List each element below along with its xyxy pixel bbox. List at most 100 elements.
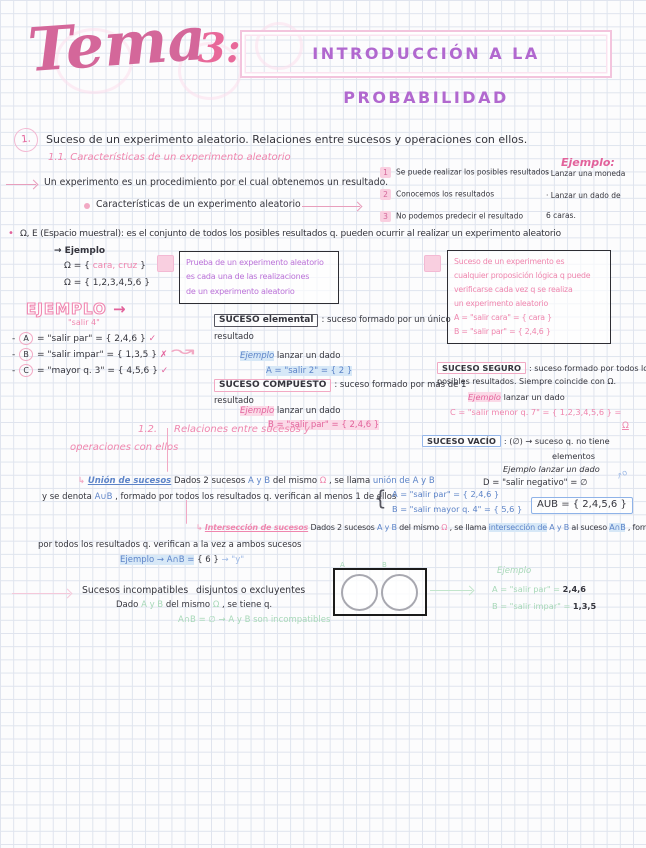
text: , formado [627, 523, 646, 532]
suceso-vacio-def: SUCESO VACÍO: (∅) → suceso q. no tiene [422, 435, 610, 448]
annotation: → "y" [221, 555, 245, 565]
union-example-a: A = "salir par" = { 2,4,6 } [392, 489, 500, 499]
equation: A = "salir 2" = { 2 } [266, 366, 353, 376]
list-item-example: · Lanzar una moneda [546, 169, 626, 178]
list-number-badge: 3 [380, 211, 391, 222]
cross-icon: ✗ [159, 350, 168, 360]
venn-label-b: B [382, 561, 387, 569]
suceso-compuesto-def: SUCESO COMPUESTO: suceso formado por más… [214, 379, 466, 393]
text: del mismo [399, 523, 439, 532]
suceso-vacio-def2: elementos [552, 451, 596, 461]
suceso-line: verificarse cada vez q se realiza [454, 285, 573, 295]
text: , se llama [449, 523, 487, 532]
omega-pre: Ω = { [64, 261, 90, 271]
union-result-box: AUB = { 2,4,5,6 } [531, 497, 633, 514]
suceso-example-b: B = "salir par" = { 2,4,6 } [454, 327, 551, 337]
inter-line2: por todos los resultados q. verifican a … [38, 540, 302, 550]
union-line1: ↳ Unión de sucesos Dados 2 sucesos A y B… [78, 476, 435, 487]
ejemplo-heading-text: EJEMPLO [25, 299, 107, 318]
suceso-elemental-example: Ejemplo lanzar un dado [240, 351, 340, 362]
ejemplo-green-label: Ejemplo [497, 566, 532, 576]
characteristics-line: Características de un experimento aleato… [96, 199, 301, 210]
event-item-b: - B = "salir impar" = { 1,3,5 } ✗ [12, 348, 167, 361]
inter-example: Ejemplo → A∩B = { 6 } → "y" [120, 555, 244, 566]
suceso-vacio-example: Ejemplo lanzar un dado [503, 464, 600, 474]
suceso-elemental-eq: A = "salir 2" = { 2 } [266, 366, 353, 377]
list-item: 1 Se puede realizar los posibles resultad… [380, 167, 549, 178]
text-ab: A y B [549, 523, 570, 532]
section-title: Suceso de un experimento aleatorio. Rela… [46, 133, 528, 146]
suceso-compuesto-eq: B = "salir par" = { 2,4,6 } [268, 420, 380, 431]
text: del mismo [165, 600, 211, 610]
text: Dados 2 sucesos [310, 523, 375, 532]
def-text: : (∅) → suceso q. no tiene [503, 436, 610, 446]
ejemplo-rest: lanzar un dado [503, 392, 565, 402]
ejemplo-highlight: Ejemplo [240, 351, 275, 361]
suceso-seguro-def: SUCESO SEGURO: suceso formado por todos … [437, 362, 646, 375]
text-anb: A∩B [609, 523, 626, 532]
omega-post: } [140, 261, 146, 271]
circled-letter: B [19, 348, 34, 361]
suceso-compuesto-example: Ejemplo lanzar un dado [240, 406, 340, 417]
ejemplo-rest: lanzar un dado [276, 351, 341, 361]
venn-circle-b [381, 574, 418, 611]
text: Dados 2 sucesos [173, 476, 246, 486]
list-item-example: · Lanzar un dado de [546, 191, 621, 200]
union-label: Unión de sucesos [87, 476, 172, 486]
union-line2: y se denota A∪B , formado por todos los … [42, 492, 396, 503]
suceso-vacio-label: SUCESO VACÍO [422, 435, 501, 448]
page-title: INTRODUCCIÓN A LA PROBABILIDAD [312, 44, 540, 107]
ejemplo-highlight: Ejemplo [240, 406, 275, 416]
suceso-line: un experimento aleatorio [454, 299, 549, 309]
incompatibles-green-line: A∩B = ∅ → A y B son incompatibles [178, 615, 331, 625]
text-union: unión de [372, 476, 410, 486]
event-text: = "mayor q. 3" = { 4,5,6 } [37, 366, 158, 376]
suceso-example-a: A = "salir cara" = { cara } [454, 313, 552, 323]
title-doodle-icon [55, 28, 133, 94]
pink-long-arrow-icon [302, 206, 360, 207]
text: Dado [116, 600, 139, 610]
green-example-a: A = "salir par" = 2,4,6 [492, 584, 586, 594]
list-item: 2 Conocemos los resultados [380, 189, 494, 200]
text-ab: A y B [412, 476, 435, 486]
text: al suceso [571, 523, 607, 532]
bullet-icon [84, 203, 90, 209]
squiggle-arrow-icon: ↝ [170, 341, 195, 360]
text-ab: A y B [248, 476, 271, 486]
ejemplo-highlight: Ejemplo → A∩B = [120, 555, 195, 565]
page-title-script: Tema [25, 3, 209, 87]
venn-diagram [333, 568, 427, 616]
incompatibles-subtitle: disjuntos o excluyentes [196, 585, 306, 596]
text: , se tiene q. [222, 600, 273, 610]
suceso-line: Suceso de un experimento es [454, 257, 565, 266]
text-ab: A y B [376, 523, 397, 532]
ejemplo-rest: lanzar un dado [276, 406, 341, 416]
dash: - [12, 366, 16, 376]
suceso-seguro-def2: posibles resultados. Siempre coincide co… [437, 377, 617, 386]
subsection-1-2-number: 1.2. [138, 424, 158, 435]
subsection-1-1-title: 1.1. Características de un experimento a… [48, 152, 291, 163]
suceso-seguro-example: Ejemplo lanzar un dado [468, 392, 565, 402]
text: y se denota [42, 492, 92, 502]
suceso-vacio-eq: D = "salir negativo" = ∅ [483, 478, 588, 488]
event-item-a: - A = "salir par" = { 2,4,6 } ✓ [12, 332, 156, 345]
suceso-definition-box: Suceso de un experimento es cualquier pr… [447, 250, 611, 345]
equation: B = "salir par" = { 2,4,6 } [268, 420, 380, 430]
suceso-seguro-omega: Ω [622, 421, 629, 431]
dash: - [12, 350, 16, 360]
title-doodle-icon [255, 22, 303, 70]
list-item: 3 No podemos predecir el resultado [380, 211, 523, 222]
brace-icon: { [374, 486, 387, 510]
suceso-elemental-def: SUCESO elemental: suceso formado por un … [214, 314, 451, 328]
suceso-seguro-label: SUCESO SEGURO [437, 362, 527, 375]
venn-label-a: A [340, 561, 345, 569]
omega-die: Ω = { 1,2,3,4,5,6 } [64, 278, 150, 288]
circled-letter: A [19, 332, 34, 345]
list-item-text: No podemos predecir el resultado [396, 211, 524, 221]
ejemplo-label: Ejemplo: [561, 156, 615, 169]
value-ink: 1,3,5 [572, 601, 597, 611]
list-number-badge: 2 [380, 189, 391, 200]
sample-space-definition: Ω, E (Espacio muestral): es el conjunto … [20, 229, 561, 239]
subsection-1-2-title: Relaciones entre sucesos y [174, 424, 310, 435]
